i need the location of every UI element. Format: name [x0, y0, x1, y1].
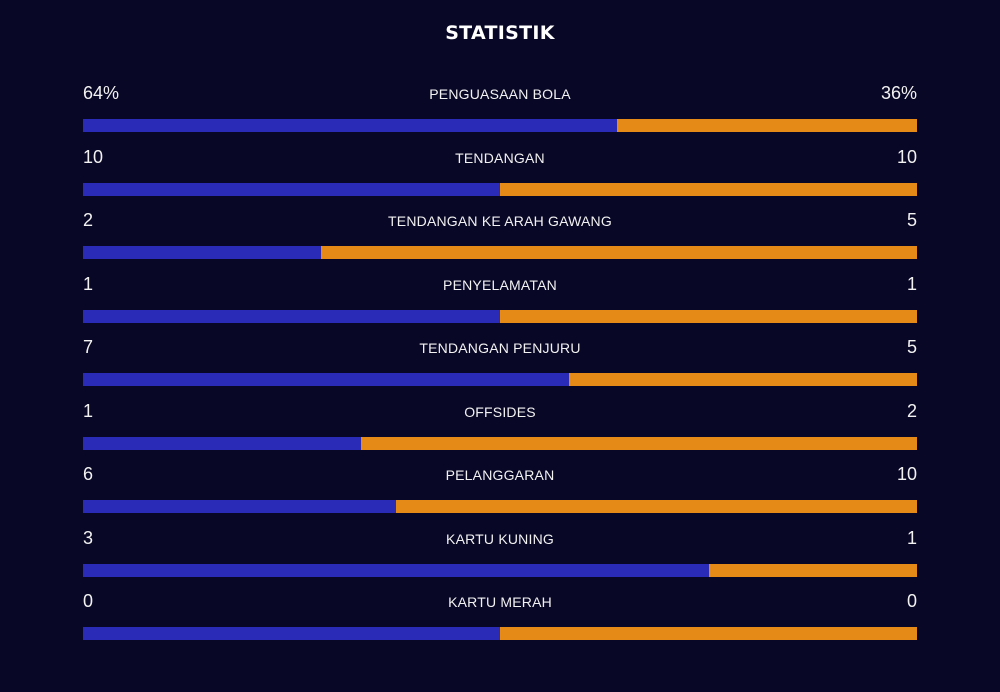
home-value: 1	[83, 273, 94, 294]
stat-row-corners: 7 TENDANGAN PENJURU 5	[83, 334, 917, 398]
stat-row-offsides: 1 OFFSIDES 2	[83, 398, 917, 462]
away-bar-fill	[569, 373, 917, 386]
home-value: 6	[83, 464, 94, 484]
away-value: 0	[906, 591, 917, 611]
stat-bar	[83, 500, 917, 513]
stat-row-yellow-cards: 3 KARTU KUNING 1	[83, 525, 917, 589]
away-value: 2	[906, 400, 917, 421]
stat-label: OFFSIDES	[464, 403, 536, 420]
stat-label: PENGUASAAN BOLA	[429, 86, 571, 102]
stat-row-shots-on-target: 2 TENDANGAN KE ARAH GAWANG 5	[83, 207, 917, 271]
away-bar-fill	[395, 500, 917, 513]
away-bar-fill	[500, 309, 917, 323]
away-bar-fill	[321, 246, 917, 259]
stat-bar	[83, 119, 917, 132]
stat-row-possession: 64% PENGUASAAN BOLA 36%	[83, 80, 917, 144]
home-value: 2	[83, 210, 94, 230]
away-value: 5	[906, 210, 917, 230]
stat-row-red-cards: 0 KARTU MERAH 0	[83, 588, 917, 652]
stats-list: 64% PENGUASAAN BOLA 36% 10 TENDANGAN 10 …	[83, 80, 917, 652]
away-bar-fill	[500, 627, 917, 640]
home-bar-fill	[83, 500, 396, 513]
away-bar-fill	[500, 182, 917, 196]
stat-label: KARTU KUNING	[446, 530, 554, 547]
stats-title: STATISTIK	[445, 22, 555, 44]
stat-bar	[83, 309, 917, 323]
home-value: 7	[83, 337, 94, 357]
stat-bar	[83, 246, 917, 259]
stat-label: KARTU MERAH	[448, 594, 552, 610]
stat-bar	[83, 182, 917, 196]
stat-label: TENDANGAN PENJURU	[419, 340, 581, 356]
away-value: 36%	[880, 83, 917, 103]
home-value: 64%	[83, 83, 120, 103]
stat-label: PELANGGARAN	[445, 467, 555, 483]
home-value: 3	[83, 527, 94, 548]
home-bar-fill	[83, 373, 570, 386]
home-bar-fill	[83, 309, 500, 323]
home-bar-fill	[83, 246, 322, 259]
home-bar-fill	[83, 119, 617, 132]
home-bar-fill	[83, 627, 500, 640]
away-value: 5	[906, 337, 917, 357]
stat-bar	[83, 563, 917, 577]
away-value: 10	[896, 464, 917, 484]
stat-row-fouls: 6 PELANGGARAN 10	[83, 461, 917, 525]
home-value: 1	[83, 400, 94, 421]
stat-bar	[83, 373, 917, 386]
away-bar-fill	[708, 563, 917, 577]
home-value: 10	[83, 146, 104, 167]
stat-label: TENDANGAN	[455, 149, 545, 166]
away-bar-fill	[360, 436, 917, 450]
away-bar-fill	[616, 119, 917, 132]
away-value: 1	[906, 527, 917, 548]
home-bar-fill	[83, 182, 500, 196]
stat-row-saves: 1 PENYELAMATAN 1	[83, 271, 917, 335]
away-value: 10	[896, 146, 917, 167]
stat-row-shots: 10 TENDANGAN 10	[83, 144, 917, 208]
stat-label: PENYELAMATAN	[443, 276, 557, 293]
home-bar-fill	[83, 436, 361, 450]
stat-label: TENDANGAN KE ARAH GAWANG	[388, 213, 612, 229]
away-value: 1	[906, 273, 917, 294]
home-value: 0	[83, 591, 94, 611]
stat-bar	[83, 436, 917, 450]
home-bar-fill	[83, 563, 709, 577]
stat-bar	[83, 627, 917, 640]
